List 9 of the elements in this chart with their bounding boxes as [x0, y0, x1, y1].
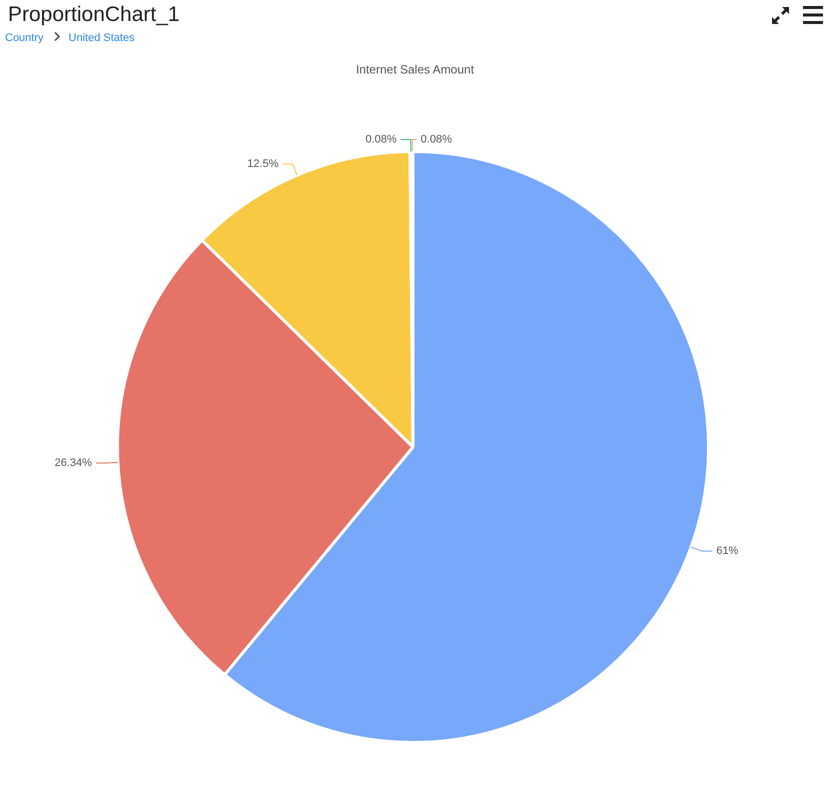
data-label: 12.5%	[247, 158, 279, 170]
text: United States	[68, 32, 135, 44]
data-label: 0.08%	[420, 134, 452, 146]
text: Country	[5, 32, 44, 44]
chart-subtitle: Internet Sales Amount	[356, 62, 475, 76]
data-label: 0.08%	[365, 134, 397, 146]
data-label: 26.34%	[54, 457, 92, 470]
data-label: 61%	[716, 545, 739, 558]
chart-title: ProportionChart_1	[8, 3, 180, 27]
